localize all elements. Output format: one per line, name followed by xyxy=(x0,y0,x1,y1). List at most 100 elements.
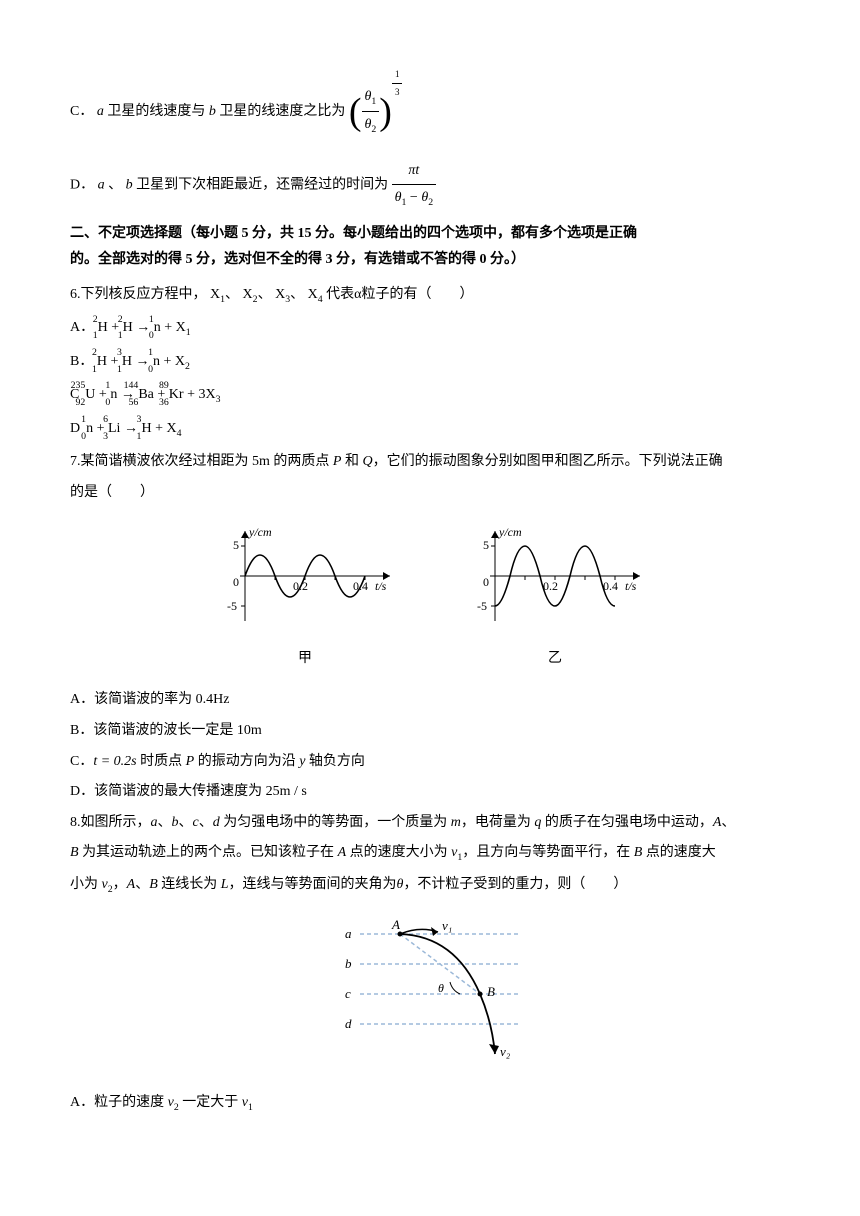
A: A xyxy=(338,845,347,860)
B: B xyxy=(70,845,79,860)
n: 1 xyxy=(392,66,403,84)
q8-stem-3: 小为 v2，A、B 连线长为 L，连线与等势面间的夹角为θ，不计粒子受到的重力，… xyxy=(70,872,790,899)
lbl-v2: v₂ xyxy=(500,1044,511,1059)
q7-opt-a: A．该简谐波的率为 0.4Hz xyxy=(70,687,790,714)
right-paren: ) xyxy=(379,93,392,131)
section-line-1: 二、不定项选择题（每小题 5 分，共 15 分。每小题给出的四个选项中，都有多个… xyxy=(70,221,790,248)
opt-prefix: D． xyxy=(70,178,94,193)
q5-option-d: D． a 、 b 卫星到下次相距最近，还需经过的时间为 πt θ1 − θ2 xyxy=(70,158,790,213)
q7-figures: 5 0 -5 0.2 0.4 y/cm t/s 甲 xyxy=(70,521,790,672)
tick: 0.4 xyxy=(603,579,618,593)
c: 、 xyxy=(290,287,304,302)
d: d xyxy=(213,815,220,830)
q6-opt-c: C. 23592U + 10n → 14456Ba + 8936Kr + 3X3 xyxy=(70,382,790,409)
t: ，不计粒子受到的重力，则（ ） xyxy=(403,877,627,892)
c: 、 xyxy=(225,287,239,302)
lbl-theta: θ xyxy=(438,981,444,995)
A: A xyxy=(127,877,136,892)
t: 的振动方向为沿 xyxy=(194,754,299,769)
t: 为匀强电场中的等势面，一个质量为 xyxy=(220,815,451,830)
t: 时质点 xyxy=(137,754,186,769)
q8-opt-a: A．粒子的速度 v2 一定大于 v1 xyxy=(70,1090,790,1117)
q7-opt-c: C．t = 0.2s 时质点 P 的振动方向为沿 y 轴负方向 xyxy=(70,749,790,776)
p: C． xyxy=(70,754,93,769)
time-frac: πt θ1 − θ2 xyxy=(392,158,437,213)
t: ，且方向与等势面平行，在 xyxy=(462,845,634,860)
num: πt xyxy=(408,163,419,178)
lbl-v1: v₁ xyxy=(442,918,452,933)
c: 、 xyxy=(135,877,149,892)
p: B． xyxy=(70,354,93,369)
c: 、 xyxy=(721,815,735,830)
t: 轴负方向 xyxy=(305,754,365,769)
var-a: a xyxy=(97,104,104,119)
tick: 0.2 xyxy=(543,579,558,593)
var-b: b xyxy=(209,104,216,119)
t: 为其运动轨迹上的两个点。已知该粒子在 xyxy=(79,845,338,860)
q8-stem-2: B 为其运动轨迹上的两个点。已知该粒子在 A 点的速度大小为 v1，且方向与等势… xyxy=(70,840,790,867)
tick: 5 xyxy=(233,538,239,552)
lbl-d: d xyxy=(345,1016,352,1031)
q7-stem-2: 的是（ ） xyxy=(70,480,790,507)
t: 的质子在匀强电场中运动， xyxy=(541,815,713,830)
t: ，连线与等势面间的夹角为 xyxy=(229,877,397,892)
d: 3 xyxy=(392,84,403,101)
c: 、 xyxy=(199,815,213,830)
c: 、 xyxy=(158,815,172,830)
q7-stem: 7.某简谐横波依次经过相距为 5m 的两质点 P 和 Q，它们的振动图象分别如图… xyxy=(70,449,790,476)
p: A． xyxy=(70,320,94,335)
tick: 0 xyxy=(483,575,489,589)
exponent: 13 xyxy=(392,66,403,101)
a: a xyxy=(151,815,158,830)
theta: θ xyxy=(395,190,402,205)
text: 卫星到下次相距最近，还需经过的时间为 xyxy=(136,178,392,193)
fig-label-yi: 乙 xyxy=(460,646,650,673)
q5-option-c: C． a 卫星的线速度与 b 卫星的线速度之比为 ( θ1 θ2 ) 13 xyxy=(70,84,790,140)
var-b: b xyxy=(126,178,133,193)
c: 、 xyxy=(258,287,272,302)
t: 点的速度大小为 xyxy=(346,845,451,860)
xlabel: t/s xyxy=(625,579,637,593)
L: L xyxy=(221,877,229,892)
q6-opt-d: D. 10n + 63Li → 31H + X4 xyxy=(70,416,790,443)
t: A．粒子的速度 xyxy=(70,1095,168,1110)
t: ，电荷量为 xyxy=(461,815,535,830)
opt-prefix: C． xyxy=(70,104,93,119)
q6-opt-a: A． 21H + 21H → 10n + X1 xyxy=(70,315,790,342)
ylabel: y/cm xyxy=(498,525,522,539)
s: 4 xyxy=(318,294,323,305)
fig-jia: 5 0 -5 0.2 0.4 y/cm t/s 甲 xyxy=(210,521,400,672)
lbl-A: A xyxy=(391,917,400,932)
x: X xyxy=(308,287,318,302)
fig-label-jia: 甲 xyxy=(210,646,400,673)
s: 1 xyxy=(248,1102,253,1113)
left-paren: ( xyxy=(349,93,362,131)
t: 一定大于 xyxy=(179,1095,242,1110)
P: P xyxy=(186,754,195,769)
t: 6.下列核反应方程中， xyxy=(70,287,207,302)
wave-graph-jia: 5 0 -5 0.2 0.4 y/cm t/s xyxy=(210,521,400,631)
text: 卫星的线速度之比为 xyxy=(219,104,349,119)
lbl-B: B xyxy=(487,984,495,999)
x: X xyxy=(243,287,253,302)
section-line-2: 的。全部选对的得 5 分，选对但不全的得 3 分，有选错或不答的得 0 分。） xyxy=(70,247,790,274)
t: ，它们的振动图象分别如图甲和图乙所示。下列说法正确 xyxy=(373,454,723,469)
sub: 1 xyxy=(371,96,376,107)
t: 8.如图所示， xyxy=(70,815,151,830)
tick: 0 xyxy=(233,575,239,589)
t: 和 xyxy=(341,454,362,469)
tick: -5 xyxy=(227,599,237,613)
q6-stem: 6.下列核反应方程中， X1、 X2、 X3、 X4 代表α粒子的有（ ） xyxy=(70,282,790,309)
c: 、 xyxy=(179,815,193,830)
t: t = 0.2s xyxy=(93,754,136,769)
q8-figure: a b c d A v₁ B θ v₂ xyxy=(70,914,790,1075)
q7-opt-d: D．该简谐波的最大传播速度为 25m / s xyxy=(70,779,790,806)
var-a: a xyxy=(98,178,105,193)
x: X xyxy=(275,287,285,302)
xlabel: t/s xyxy=(375,579,387,593)
lbl-c: c xyxy=(345,986,351,1001)
t: 7.某简谐横波依次经过相距为 5m 的两质点 xyxy=(70,454,333,469)
minus: − xyxy=(406,190,421,205)
b: b xyxy=(172,815,179,830)
m: m xyxy=(451,815,461,830)
